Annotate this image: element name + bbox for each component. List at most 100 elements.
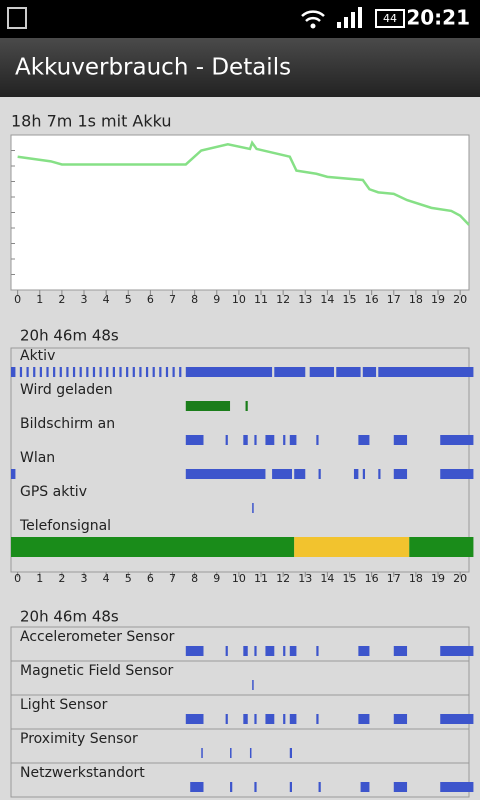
x-tick-label: 16 bbox=[365, 293, 379, 306]
row-label: Bildschirm an bbox=[20, 416, 115, 432]
segment bbox=[119, 367, 122, 377]
x-tick-label: 10 bbox=[232, 293, 246, 306]
x-tick-label: 8 bbox=[191, 572, 198, 585]
x-tick-label: 6 bbox=[147, 293, 154, 306]
row-label: Wlan bbox=[20, 450, 55, 466]
segment bbox=[185, 367, 273, 377]
segment bbox=[165, 367, 169, 377]
segment bbox=[185, 401, 231, 411]
wifi-icon bbox=[301, 10, 325, 22]
segment bbox=[252, 680, 254, 690]
x-tick-label: 0 bbox=[14, 293, 21, 306]
x-tick-label: 5 bbox=[125, 572, 132, 585]
x-tick-label: 7 bbox=[169, 572, 176, 585]
x-tick-label: 10 bbox=[232, 572, 246, 585]
x-tick-label: 2 bbox=[58, 572, 65, 585]
x-tick-label: 16 bbox=[365, 572, 379, 585]
sensor-row bbox=[10, 762, 470, 798]
x-tick-label: 1 bbox=[36, 293, 43, 306]
segment bbox=[316, 435, 319, 445]
segment bbox=[393, 714, 408, 724]
segment bbox=[225, 646, 228, 656]
screen-title: Akkuverbrauch - Details bbox=[15, 55, 291, 81]
x-tick-label: 13 bbox=[298, 572, 312, 585]
segment bbox=[126, 367, 129, 377]
segment bbox=[393, 435, 408, 445]
segment bbox=[106, 367, 109, 377]
x-tick-label: 17 bbox=[387, 572, 401, 585]
segment bbox=[243, 435, 248, 445]
segment bbox=[249, 748, 252, 758]
x-tick-label: 9 bbox=[213, 293, 220, 306]
row-label: GPS aktiv bbox=[20, 484, 87, 500]
x-tick-label: 7 bbox=[169, 293, 176, 306]
segment bbox=[274, 367, 306, 377]
segment bbox=[265, 714, 275, 724]
segment bbox=[289, 748, 292, 758]
x-tick-label: 18 bbox=[409, 572, 423, 585]
segment bbox=[33, 367, 36, 377]
segment bbox=[190, 782, 204, 792]
segment bbox=[254, 714, 257, 724]
segment bbox=[139, 367, 142, 377]
title-bar bbox=[0, 38, 480, 97]
segment bbox=[289, 714, 297, 724]
x-tick-label: 1 bbox=[36, 572, 43, 585]
segment bbox=[265, 435, 275, 445]
x-tick-label: 20 bbox=[453, 293, 467, 306]
segment bbox=[283, 646, 286, 656]
x-tick-label: 4 bbox=[103, 572, 110, 585]
x-tick-label: 12 bbox=[276, 572, 290, 585]
segment bbox=[358, 646, 370, 656]
x-tick-label: 19 bbox=[431, 293, 445, 306]
segment bbox=[254, 435, 257, 445]
segment bbox=[39, 367, 42, 377]
segment bbox=[225, 714, 228, 724]
segment bbox=[11, 537, 295, 557]
segment bbox=[46, 367, 49, 377]
x-tick-label: 11 bbox=[254, 572, 268, 585]
x-tick-label: 0 bbox=[14, 572, 21, 585]
segment bbox=[316, 646, 319, 656]
segment bbox=[59, 367, 62, 377]
segment bbox=[440, 435, 474, 445]
segment bbox=[172, 367, 175, 377]
segment bbox=[159, 367, 162, 377]
segment bbox=[72, 367, 76, 377]
segment bbox=[318, 782, 321, 792]
segment bbox=[358, 714, 370, 724]
row-label: Magnetic Field Sensor bbox=[20, 663, 174, 679]
x-tick-label: 11 bbox=[254, 293, 268, 306]
x-tick-label: 3 bbox=[81, 293, 88, 306]
segment bbox=[185, 714, 204, 724]
segment bbox=[132, 367, 135, 377]
row-label: Wird geladen bbox=[20, 382, 113, 398]
x-tick-label: 9 bbox=[213, 572, 220, 585]
segment bbox=[152, 367, 155, 377]
x-tick-label: 4 bbox=[103, 293, 110, 306]
segment bbox=[245, 401, 248, 411]
segment bbox=[440, 782, 474, 792]
segment bbox=[243, 714, 248, 724]
segment bbox=[230, 748, 232, 758]
x-tick-label: 18 bbox=[409, 293, 423, 306]
x-tick-label: 14 bbox=[320, 572, 334, 585]
segment bbox=[179, 367, 182, 377]
segment bbox=[254, 782, 257, 792]
segment bbox=[294, 537, 410, 557]
wifi-dot bbox=[310, 23, 316, 29]
segment bbox=[440, 714, 474, 724]
segment bbox=[201, 748, 203, 758]
segment bbox=[11, 469, 16, 479]
x-tick-label: 8 bbox=[191, 293, 198, 306]
segment bbox=[440, 646, 474, 656]
segment bbox=[289, 435, 297, 445]
segment bbox=[185, 435, 204, 445]
segment bbox=[289, 646, 297, 656]
segment bbox=[53, 367, 56, 377]
segment bbox=[360, 782, 370, 792]
segment bbox=[79, 367, 82, 377]
x-tick-label: 2 bbox=[58, 293, 65, 306]
row-label: Proximity Sensor bbox=[20, 731, 138, 747]
x-tick-label: 5 bbox=[125, 293, 132, 306]
